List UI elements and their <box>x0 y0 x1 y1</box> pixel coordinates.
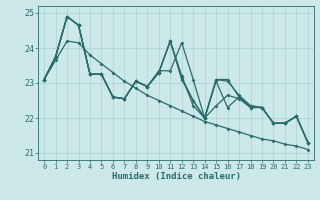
X-axis label: Humidex (Indice chaleur): Humidex (Indice chaleur) <box>111 172 241 181</box>
